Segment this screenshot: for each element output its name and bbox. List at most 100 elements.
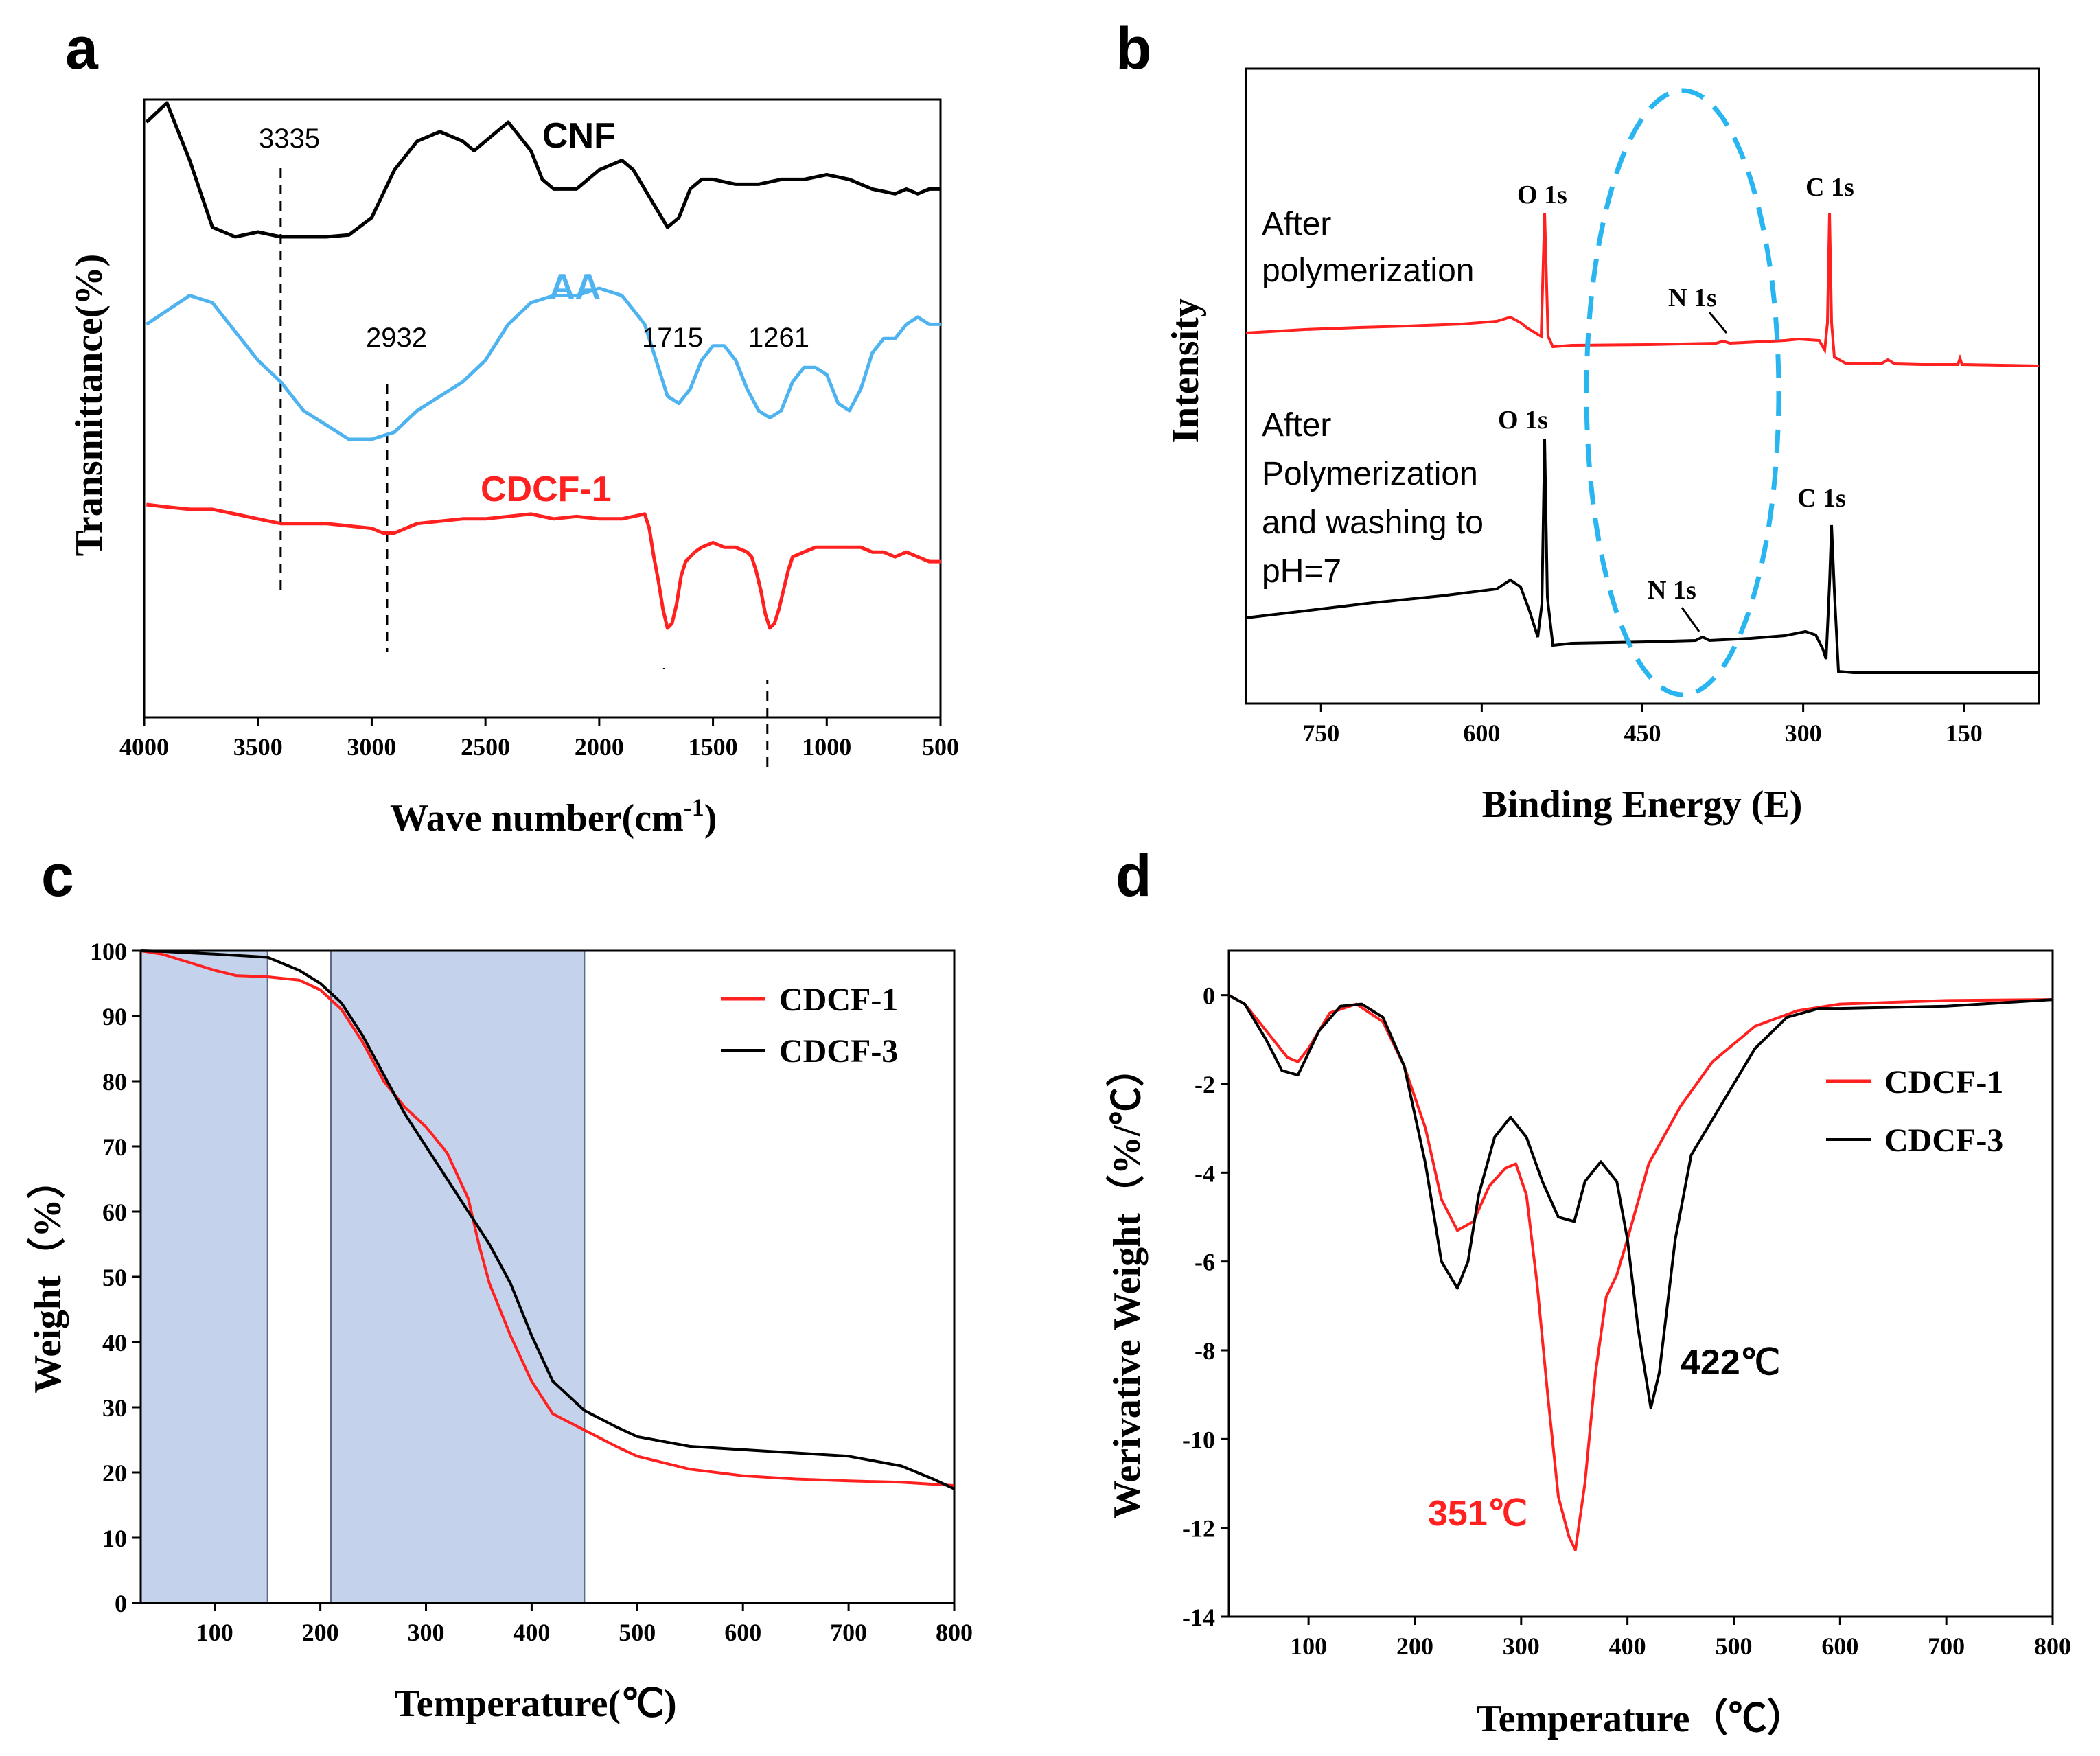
panel-d: d 100 200 300 400 500 600 700 800 -14 -12 -10 -8 -6 -…	[1105, 843, 2071, 1740]
annotation-3335: 3335	[259, 124, 320, 154]
panel-c-x-axis-title: Temperature(℃)	[394, 1683, 676, 1725]
panel-b-x-ticks: 750 600 450 300 150	[1302, 704, 1983, 747]
panel-c-series	[140, 949, 955, 1490]
panel-c-x-tick-label: 800	[936, 1619, 973, 1646]
panel-d-x-tick-label: 200	[1396, 1632, 1433, 1660]
annotation-1261: 1261	[748, 323, 809, 353]
panel-c-y-tick-label: 70	[102, 1133, 127, 1161]
peak-annotation-422: 422℃	[1681, 1343, 1780, 1383]
panel-b-y-axis-title: Intensity	[1164, 298, 1207, 443]
panel-c-ticks: 100 200 300 400 500 600 700 800 0 10 20 30 40 50 60 70 8…	[90, 938, 973, 1646]
legend-label-cdcf-3-d: CDCF-3	[1884, 1122, 2003, 1159]
panel-d-label: d	[1116, 843, 1152, 909]
panel-d-y-tick-label: -8	[1195, 1337, 1215, 1365]
panel-c-y-axis-title: Weight（%）	[26, 1160, 69, 1393]
panel-a-series	[145, 101, 941, 630]
panel-a-label: a	[65, 16, 99, 82]
panel-d-x-tick-label: 300	[1503, 1632, 1540, 1660]
panel-c-x-tick-label: 600	[724, 1619, 761, 1646]
panel-c-y-tick-label: 0	[115, 1590, 127, 1617]
panel-b-x-tick-label: 450	[1624, 719, 1661, 747]
legend-label-cdcf-1: CDCF-1	[779, 982, 898, 1018]
panel-b-label: b	[1116, 16, 1152, 82]
series-line-after-polymerization	[1245, 212, 2040, 367]
panel-a-frame	[143, 98, 942, 719]
panel-b-x-tick-label: 300	[1785, 719, 1822, 747]
label-black-line1: After	[1262, 407, 1331, 443]
peak-label-o1s-red: O 1s	[1517, 181, 1567, 209]
panel-b-x-tick-label: 150	[1946, 719, 1983, 747]
panel-d-x-tick-label: 700	[1928, 1632, 1965, 1660]
panel-a-x-tick-label: 3000	[347, 733, 396, 761]
panel-d-frame	[1227, 949, 2054, 1618]
panel-d-y-tick-label: 0	[1203, 982, 1215, 1010]
panel-c-y-tick-label: 10	[102, 1525, 127, 1552]
panel-c-x-tick-label: 700	[830, 1619, 867, 1646]
series-line-cdcf-1	[146, 502, 941, 630]
panel-d-series	[1228, 993, 2053, 1551]
peak-label-o1s-black: O 1s	[1498, 406, 1548, 435]
panel-d-ticks: 100 200 300 400 500 600 700 800 -14 -12 -10 -8 -6 -4 -…	[1182, 982, 2071, 1660]
label-red-line1: After	[1262, 206, 1331, 242]
panel-d-x-tick-label: 400	[1609, 1632, 1646, 1660]
series-line-cdcf-3	[1228, 993, 2053, 1410]
panel-a-y-axis-title: Transmittance(%)	[68, 254, 111, 557]
peak-annotation-351: 351℃	[1428, 1494, 1527, 1534]
panel-a-x-ticks: 4000 3500 3000 2500 2000 1500 1000 500	[119, 717, 959, 761]
panel-d-y-axis-title: Werivative Weight（%/℃）	[1105, 1049, 1149, 1519]
panel-b-x-tick-label: 600	[1463, 719, 1500, 747]
shaded-region-1	[140, 950, 268, 1604]
panel-c-y-tick-label: 80	[102, 1068, 127, 1096]
panel-a-x-tick-label: 2500	[461, 733, 510, 761]
panel-b: b 750 600 450 300 150 O 1s C 1s N 1s O 1s C …	[1116, 16, 2040, 826]
series-label-cnf: CNF	[542, 116, 616, 156]
panel-a-x-axis-title: Wave number(cm-1)	[390, 794, 717, 840]
panel-b-frame	[1245, 67, 2040, 705]
annotation-1715: 1715	[642, 323, 703, 353]
panel-c-y-tick-label: 30	[102, 1394, 127, 1422]
panel-c: c 100 200 300 400 500 600 700 800 0 10 20 30 40 50 60 7…	[26, 843, 973, 1725]
panel-b-x-axis-title: Binding Energy (E)	[1482, 783, 1803, 826]
panel-c-x-tick-label: 200	[302, 1619, 339, 1646]
label-black-line3: and washing to	[1262, 505, 1484, 541]
panel-d-y-tick-label: -12	[1182, 1515, 1215, 1543]
panel-a-reference-lines	[279, 168, 769, 767]
panel-d-x-axis-title: Temperature（℃）	[1476, 1697, 1805, 1740]
panel-a-x-tick-label: 3500	[233, 733, 283, 761]
series-line-cdcf-1	[140, 949, 955, 1487]
series-label-cdcf-1: CDCF-1	[481, 470, 612, 509]
panel-c-label: c	[41, 843, 74, 909]
panel-d-x-tick-label: 100	[1290, 1632, 1327, 1660]
label-red-line2: polymerization	[1262, 253, 1474, 289]
panel-c-shaded-regions	[140, 950, 586, 1604]
annotation-2932: 2932	[366, 323, 427, 353]
peak-label-c1s-red: C 1s	[1805, 173, 1854, 202]
panel-a-x-tick-label: 2000	[575, 733, 624, 761]
panel-a-x-tick-label: 4000	[119, 733, 169, 761]
panel-a-x-tick-label: 500	[922, 733, 959, 761]
panel-d-y-tick-label: -14	[1182, 1604, 1215, 1631]
series-line-cdcf-3	[140, 949, 955, 1490]
panel-c-y-tick-label: 40	[102, 1329, 127, 1356]
series-label-aa: AA	[549, 267, 601, 307]
legend-label-cdcf-3: CDCF-3	[779, 1033, 898, 1070]
panel-c-x-tick-label: 500	[619, 1619, 656, 1646]
label-black-line2: Polymerization	[1262, 456, 1478, 492]
panel-a: a 4000 3500 3000 2500 2000 1500 1000 500 CNF AA…	[65, 16, 959, 840]
peak-label-n1s-red: N 1s	[1668, 284, 1717, 312]
panel-a-x-tick-label: 1500	[689, 733, 738, 761]
panel-c-x-tick-label: 100	[196, 1619, 233, 1646]
panel-d-y-tick-label: -4	[1195, 1159, 1215, 1187]
label-black-line4: pH=7	[1262, 553, 1341, 590]
panel-a-x-tick-label: 1000	[802, 733, 851, 761]
series-line-aa	[145, 286, 941, 441]
series-line-cdcf-1	[1228, 993, 2053, 1551]
peak-label-n1s-black: N 1s	[1648, 576, 1696, 605]
panel-c-x-tick-label: 300	[408, 1619, 445, 1646]
panel-c-y-tick-label: 20	[102, 1459, 127, 1487]
panel-d-y-tick-label: -6	[1195, 1249, 1215, 1276]
panel-c-y-tick-label: 100	[90, 938, 127, 965]
panel-c-x-tick-label: 400	[513, 1619, 550, 1646]
n1s-arrow-black	[1681, 607, 1700, 632]
